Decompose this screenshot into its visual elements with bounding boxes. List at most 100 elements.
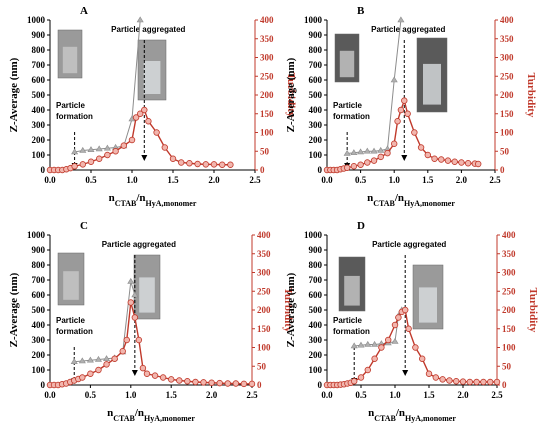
turbidity-point <box>169 155 177 162</box>
turbidity-point <box>184 378 191 385</box>
y-left-tick-label: 300 <box>309 335 323 345</box>
turbidity-point <box>79 374 86 381</box>
y-right-tick-label: 250 <box>502 286 516 296</box>
y-left-tick-label: 700 <box>309 275 323 285</box>
x-tick-label: 2.5 <box>491 390 503 400</box>
y-right-tick-label: 50 <box>260 146 270 156</box>
turbidity-point <box>128 136 136 144</box>
y-left-tick-label: 200 <box>309 350 323 360</box>
y-right-title: Turbidity <box>285 73 297 118</box>
x-tick-label: 1.0 <box>389 175 401 185</box>
vial-liquid <box>139 277 155 313</box>
y-left-tick-label: 1000 <box>304 230 323 240</box>
x-tick-label: 1.5 <box>167 175 179 185</box>
turbidity-point <box>364 366 371 374</box>
annotation-line: formation <box>333 327 370 336</box>
turbidity-point <box>444 157 452 164</box>
zavg-point <box>94 355 103 362</box>
x-tick-label: 2.0 <box>456 175 468 185</box>
zavg-point <box>391 337 399 344</box>
y-right-tick-label: 350 <box>502 249 516 259</box>
turbidity-point <box>119 348 126 355</box>
y-right-tick-label: 150 <box>502 324 516 334</box>
y-right-tick-label: 400 <box>260 15 274 25</box>
y-right-tick-label: 250 <box>500 71 514 81</box>
annotation-particle-aggregated: Particle aggregated <box>102 240 176 249</box>
turbidity-point <box>139 364 147 372</box>
turbidity-point <box>210 161 218 168</box>
turbidity-point <box>143 370 151 377</box>
turbidity-point <box>194 160 201 168</box>
panel-letter: B <box>357 5 365 17</box>
turbidity-point <box>451 158 458 165</box>
turbidity-point <box>384 149 391 157</box>
zavg-point <box>70 358 78 365</box>
turbidity-point <box>132 114 140 121</box>
turbidity-point <box>475 160 482 168</box>
annotation-particle-aggregated: Particle aggregated <box>372 240 446 249</box>
y-left-tick-label: 400 <box>309 320 323 330</box>
turbidity-point <box>446 377 453 384</box>
x-title-subscript: CTAB <box>373 199 395 208</box>
turbidity-point <box>95 366 102 374</box>
x-tick-label: 2.0 <box>457 390 469 400</box>
zavg-point <box>357 341 365 348</box>
turbidity-point <box>141 106 148 114</box>
y-left-title: Z-Average (nm) <box>285 272 297 347</box>
turbidity-point <box>364 159 371 166</box>
y-left-tick-label: 900 <box>309 245 323 255</box>
vial-liquid <box>143 61 161 94</box>
y-right-tick-label: 0 <box>257 380 262 390</box>
y-left-tick-label: 700 <box>32 275 46 285</box>
turbidity-point <box>202 161 209 168</box>
y-right-tick-label: 200 <box>260 90 274 100</box>
x-tick-label: 0.0 <box>321 390 333 400</box>
zavg-point <box>364 340 372 347</box>
annotation-particle-aggregated: Particle aggregated <box>111 25 185 34</box>
y-left-title: Z-Average (nm) <box>8 57 20 132</box>
annotation-particle-formation: Particle formation <box>56 316 93 336</box>
turbidity-point <box>208 379 215 386</box>
turbidity-point <box>401 97 408 104</box>
turbidity-point <box>458 159 465 166</box>
x-title-part: n <box>368 407 374 419</box>
zavg-point <box>78 357 86 364</box>
panel-d: 0.0 0.5 1.0 1.5 2.0 2.50100200300400500600700… <box>285 220 539 423</box>
y-left-tick-label: 300 <box>309 120 323 130</box>
turbidity-point <box>357 161 364 168</box>
y-right-tick-label: 200 <box>502 305 516 315</box>
turbidity-point <box>459 378 467 385</box>
turbidity-point <box>385 336 392 344</box>
aggregated-arrowhead <box>401 155 408 161</box>
x-tick-label: 2.0 <box>206 390 218 400</box>
turbidity-point <box>151 372 159 379</box>
y-left-tick-label: 100 <box>309 150 323 160</box>
y-left-tick-label: 700 <box>309 60 323 70</box>
x-tick-label: 2.5 <box>249 175 261 185</box>
zavg-point <box>79 146 87 153</box>
x-tick-label: 0.5 <box>355 390 367 400</box>
turbidity-point <box>432 374 439 381</box>
x-title-part: /n <box>395 407 405 419</box>
turbidity-point <box>104 151 111 159</box>
turbidity-point <box>391 140 398 147</box>
turbidity-point <box>224 380 231 387</box>
turbidity-point <box>395 314 402 321</box>
x-tick-label: 1.5 <box>166 390 178 400</box>
panel-c: 0.0 0.5 1.0 1.5 2.0 2.50100200300400500600700… <box>8 220 294 423</box>
y-left-tick-label: 1000 <box>27 15 46 25</box>
y-right-tick-label: 300 <box>257 268 271 278</box>
y-right-tick-label: 100 <box>260 128 274 138</box>
turbidity-point <box>377 153 384 161</box>
turbidity-point <box>131 314 139 321</box>
vial-liquid <box>423 63 441 105</box>
turbidity-point <box>87 158 95 165</box>
turbidity-point <box>438 156 445 163</box>
y-left-title: Z-Average (nm) <box>285 57 297 132</box>
x-title-subscript: CTAB <box>374 414 396 423</box>
turbidity-point <box>424 151 431 159</box>
turbidity-point <box>350 163 358 170</box>
y-left-tick-label: 500 <box>309 305 323 315</box>
turbidity-point <box>112 148 119 155</box>
vial-liquid <box>62 46 78 74</box>
